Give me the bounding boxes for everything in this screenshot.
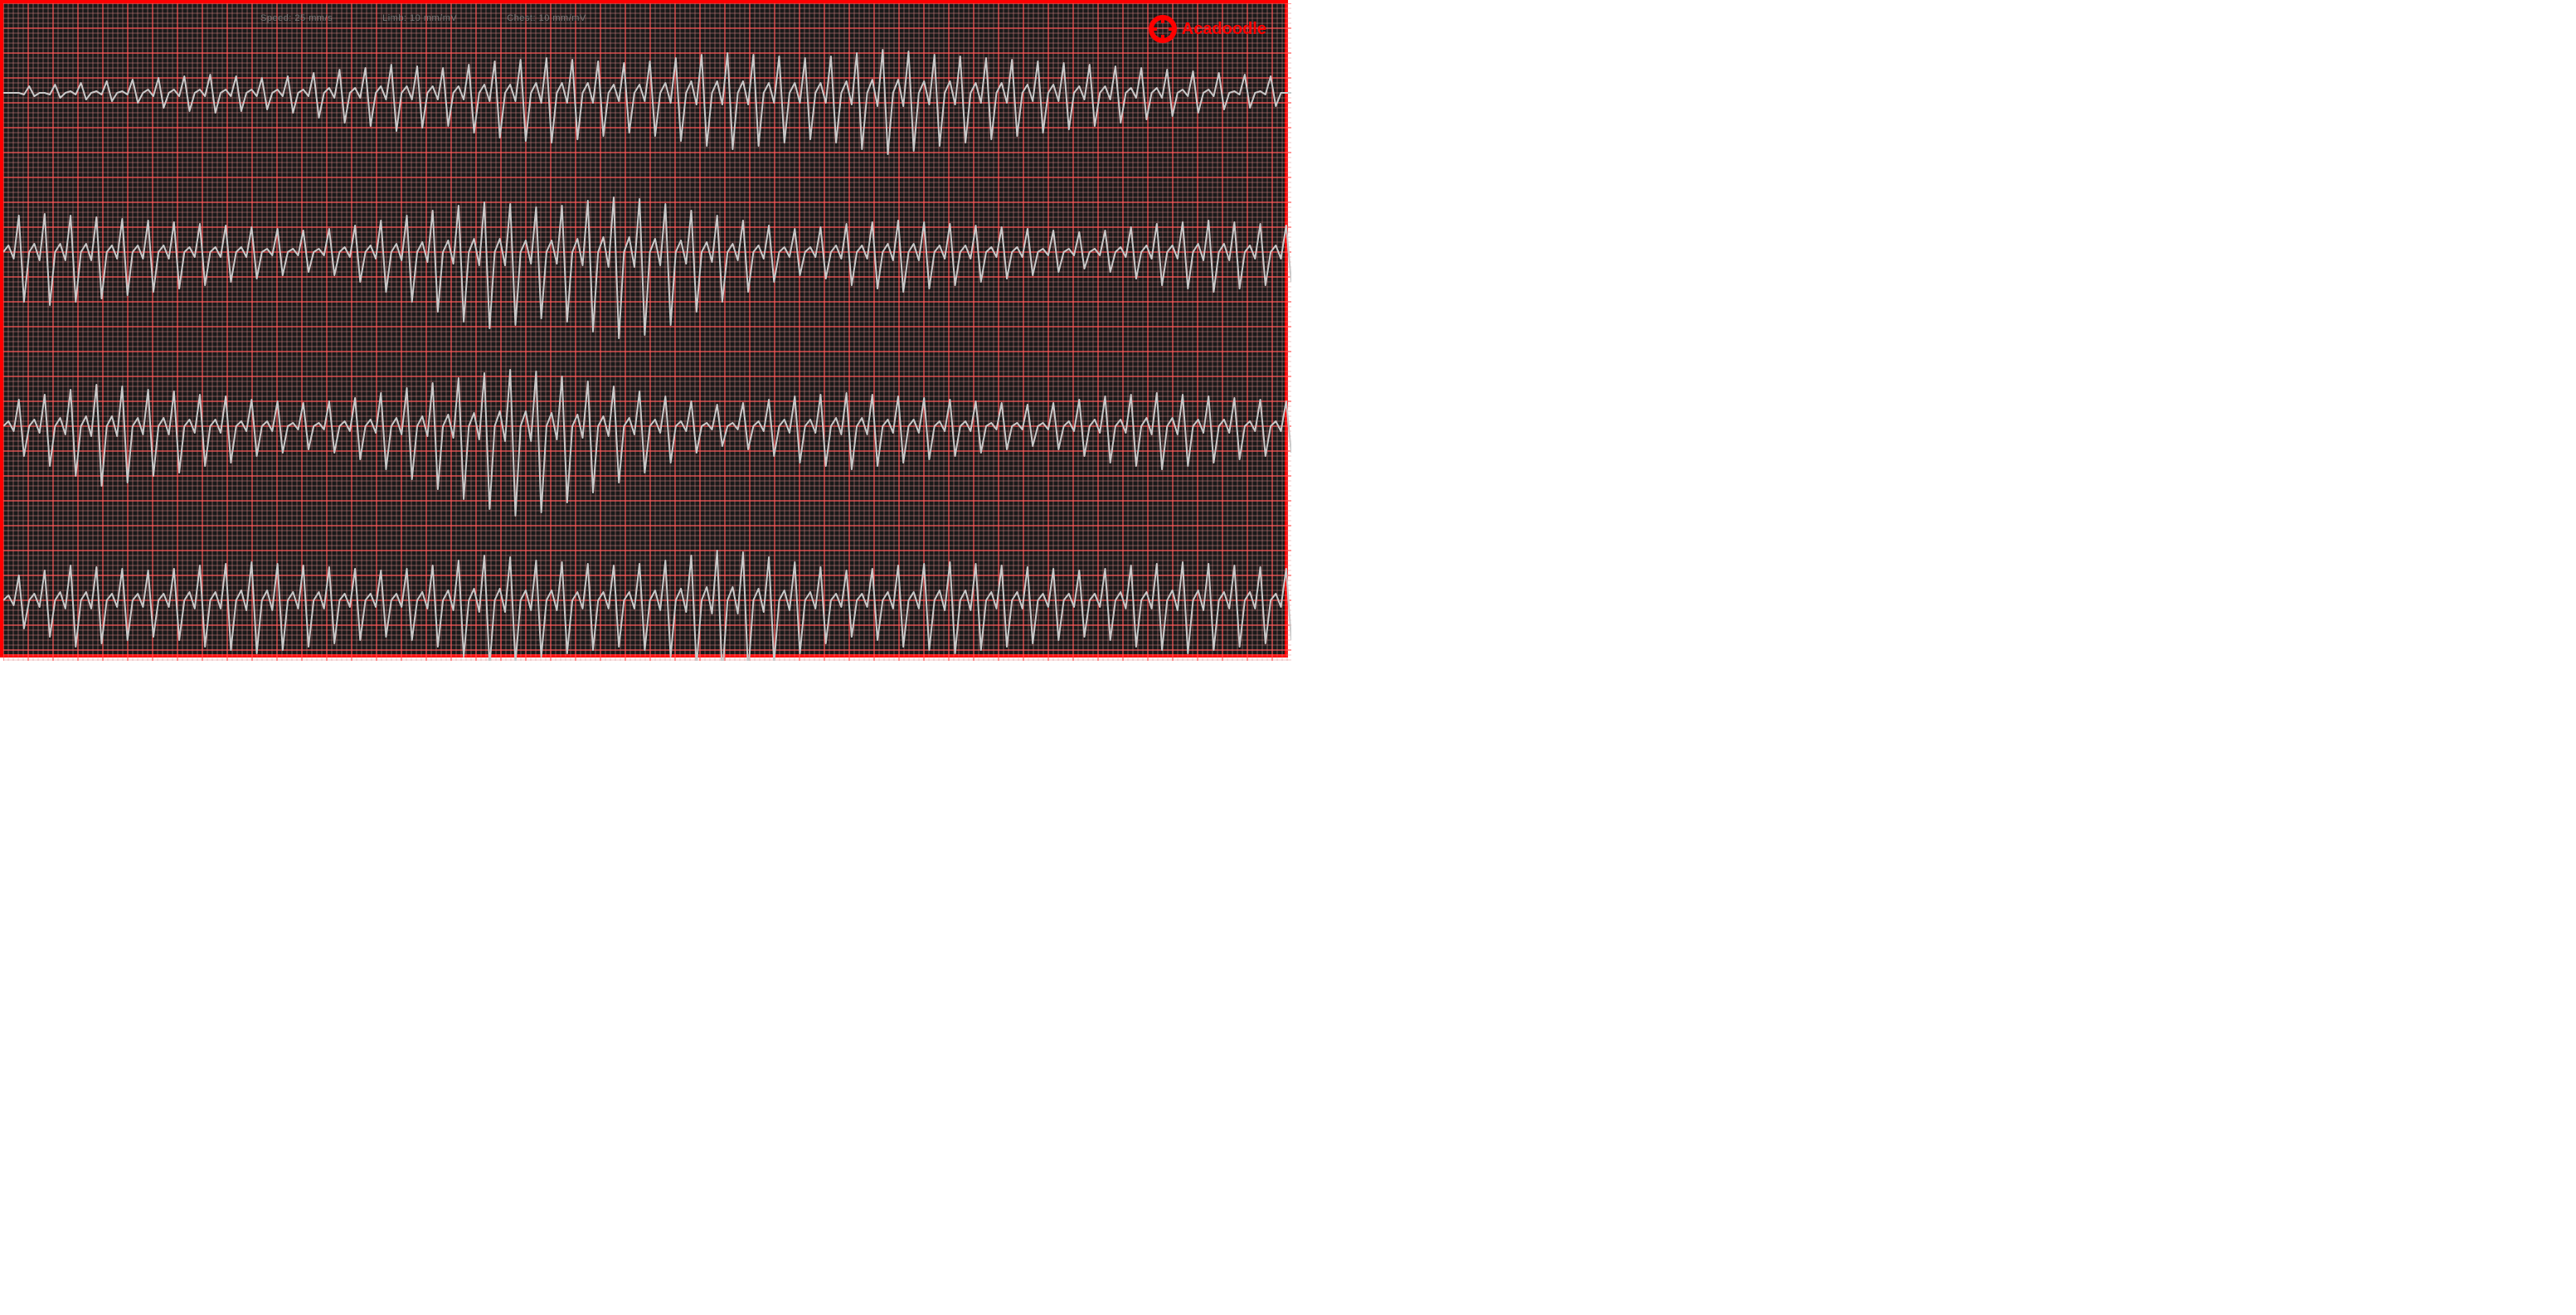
ecg-chart bbox=[3, 3, 1291, 661]
ecg-chart-container: Speed: 25 mm/s Limb: 10 mm/mV Chest: 10 mm… bbox=[0, 0, 1288, 658]
calibration-label: Limb: 10 mm/mV bbox=[382, 13, 457, 23]
calibration-header: Speed: 25 mm/s Limb: 10 mm/mV Chest: 10 mm… bbox=[260, 13, 586, 23]
acadoodle-logo: Acadoodle bbox=[1149, 15, 1266, 43]
logo-text: Acadoodle bbox=[1182, 20, 1266, 39]
logo-ring-icon bbox=[1149, 15, 1177, 43]
calibration-label: Speed: 25 mm/s bbox=[260, 13, 333, 23]
calibration-label: Chest: 10 mm/mV bbox=[507, 13, 586, 23]
